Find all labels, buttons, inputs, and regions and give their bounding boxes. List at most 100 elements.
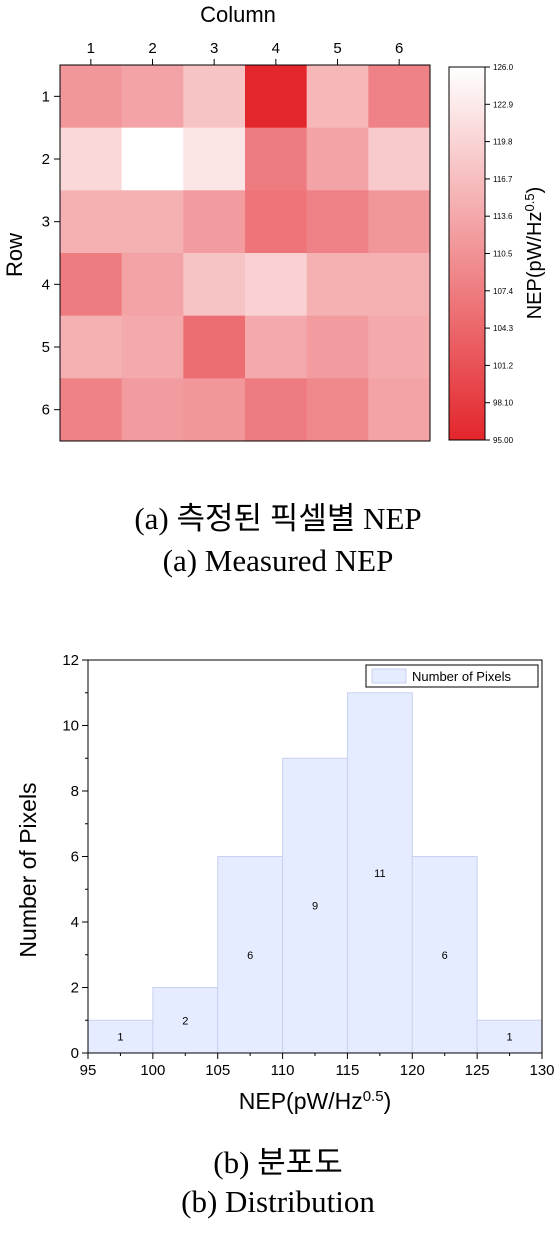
colorbar-tick-label: 98.10	[493, 399, 514, 408]
heatmap-cell-r3-c5	[306, 190, 369, 254]
heatmap-cell-r4-c3	[183, 253, 246, 317]
histogram-x-tick-label: 100	[140, 1062, 165, 1079]
heatmap-row-tick-label: 3	[42, 214, 50, 231]
heatmap-cell-r2-c1	[60, 127, 123, 191]
colorbar-tick-label: 110.5	[493, 250, 513, 259]
heatmap-column-tick-label: 1	[87, 40, 95, 57]
histogram-y-axis-label: Number of Pixels	[15, 782, 41, 957]
colorbar-tick-label: 113.6	[493, 212, 513, 221]
colorbar	[448, 66, 486, 441]
heatmap-row-tick-label: 2	[42, 151, 50, 168]
heatmap-cell-r1-c1	[60, 65, 123, 129]
histogram-bar-label: 11	[374, 868, 385, 880]
heatmap-cell-r6-c1	[60, 378, 123, 442]
histogram-bar	[346, 692, 413, 1054]
histogram-bar-label: 6	[247, 950, 253, 962]
heatmap-cell-r5-c4	[245, 315, 308, 379]
colorbar-ticks: 95.00 98.10 101.2 104.3 107.4 110.5 113.6 116.7…	[485, 63, 514, 445]
heatmap-cell-r2-c3	[183, 127, 246, 191]
heatmap-column-tick-label: 6	[395, 40, 403, 57]
colorbar-tick-label: 122.9	[493, 100, 514, 109]
histogram-bar-label: 2	[182, 1015, 188, 1027]
colorbar-tick-label: 101.2	[493, 361, 514, 370]
heatmap-cells	[60, 65, 431, 442]
histogram-bar-label: 1	[117, 1032, 123, 1044]
histogram-y-tick-label: 6	[71, 849, 79, 866]
heatmap-column-ticks: 1 2 3 4 5 6	[87, 40, 403, 65]
histogram-x-tick-label: 95	[80, 1062, 97, 1079]
colorbar-tick-label: 116.7	[493, 175, 513, 184]
histogram-bar-label: 6	[442, 950, 448, 962]
heatmap-cell-r3-c3	[183, 190, 246, 254]
heatmap-cell-r6-c3	[183, 378, 246, 442]
heatmap-column-tick-label: 2	[148, 40, 156, 57]
colorbar-tick-label: 104.3	[493, 324, 514, 333]
legend-swatch	[371, 668, 407, 684]
heatmap-column-tick-label: 4	[272, 40, 280, 57]
histogram-x-tick-label: 125	[465, 1062, 490, 1079]
heatmap-caption-english: (a) Measured NEP	[162, 543, 394, 578]
heatmap-cell-r1-c4	[245, 65, 308, 129]
histogram-bars	[87, 692, 543, 1054]
histogram-caption-english: (b) Distribution	[181, 1184, 375, 1219]
histogram-x-tick-label: 130	[529, 1062, 554, 1079]
heatmap-cell-r5-c6	[368, 315, 431, 379]
histogram-x-tick-label: 115	[335, 1062, 359, 1079]
heatmap-row-ticks: 1 2 3 4 5 6	[42, 88, 60, 419]
heatmap-cell-r6-c2	[121, 378, 184, 442]
colorbar-tick-label: 126.0	[493, 63, 514, 72]
histogram-x-axis-label: NEP(pW/Hz0.5)	[239, 1088, 391, 1115]
colorbar-tick-label: 119.8	[493, 138, 513, 147]
histogram-data-labels: 1 2 6 9 11 6 1	[117, 868, 512, 1044]
legend-box	[365, 664, 539, 688]
heatmap-cell-r2-c6	[368, 127, 431, 191]
heatmap-cell-r6-c5	[306, 378, 369, 442]
heatmap-cell-r5-c2	[121, 315, 184, 379]
heatmap-cell-r2-c2	[121, 127, 184, 191]
heatmap-cell-r3-c4	[245, 190, 308, 254]
heatmap-frame	[59, 64, 431, 442]
histogram-x-tick-label: 120	[400, 1062, 425, 1079]
heatmap-cell-r1-c5	[306, 65, 369, 129]
histogram-bar	[282, 757, 348, 1054]
histogram-bar	[87, 1019, 154, 1054]
histogram-y-tick-label: 4	[71, 914, 79, 931]
histogram-x-ticks: 95 100 105 110 115 120 125 130	[80, 1053, 555, 1079]
heatmap-x-axis-label: Column	[200, 2, 276, 27]
histogram-y-tick-label: 8	[71, 783, 79, 800]
histogram-caption-korean: (b) 분포도	[213, 1145, 343, 1180]
heatmap-row-tick-label: 4	[42, 276, 50, 293]
heatmap-cell-r2-c5	[306, 127, 369, 191]
histogram-legend: Number of Pixels	[365, 664, 539, 688]
heatmap-cell-r1-c2	[121, 65, 184, 129]
heatmap-cell-r4-c6	[368, 253, 431, 317]
heatmap-row-tick-label: 5	[42, 339, 50, 356]
heatmap-cell-r2-c4	[245, 127, 308, 191]
histogram-y-tick-label: 2	[71, 980, 79, 997]
histogram-bar-label: 1	[507, 1032, 513, 1044]
heatmap-column-tick-label: 5	[333, 40, 341, 57]
histogram-x-tick-label: 105	[205, 1062, 230, 1079]
heatmap-cell-r6-c6	[368, 378, 431, 442]
colorbar-tick-label: 107.4	[493, 287, 514, 296]
histogram-y-tick-label: 0	[71, 1045, 79, 1062]
heatmap-cell-r5-c3	[183, 315, 246, 379]
heatmap-figure: Column Row 1 2 3 4 5 6 1 2 3 4 5 6 95.00 98.10 101.2…	[2, 2, 546, 445]
heatmap-y-axis-label: Row	[2, 233, 27, 277]
heatmap-cell-r4-c5	[306, 253, 369, 317]
heatmap-cell-r1-c6	[368, 65, 431, 129]
heatmap-cell-r4-c2	[121, 253, 184, 317]
histogram-y-tick-label: 12	[62, 652, 79, 669]
heatmap-cell-r3-c1	[60, 190, 123, 254]
heatmap-caption-korean: (a) 측정된 픽셀별 NEP	[134, 501, 422, 536]
colorbar-tick-label: 95.00	[493, 436, 514, 445]
histogram-bar	[152, 987, 219, 1054]
heatmap-cell-r5-c1	[60, 315, 123, 379]
histogram-bar-label: 9	[312, 901, 318, 913]
heatmap-cell-r1-c3	[183, 65, 246, 129]
heatmap-cell-r5-c5	[306, 315, 369, 379]
heatmap-row-tick-label: 1	[42, 88, 50, 105]
heatmap-row-tick-label: 6	[42, 402, 50, 419]
histogram-bar	[476, 1019, 543, 1054]
